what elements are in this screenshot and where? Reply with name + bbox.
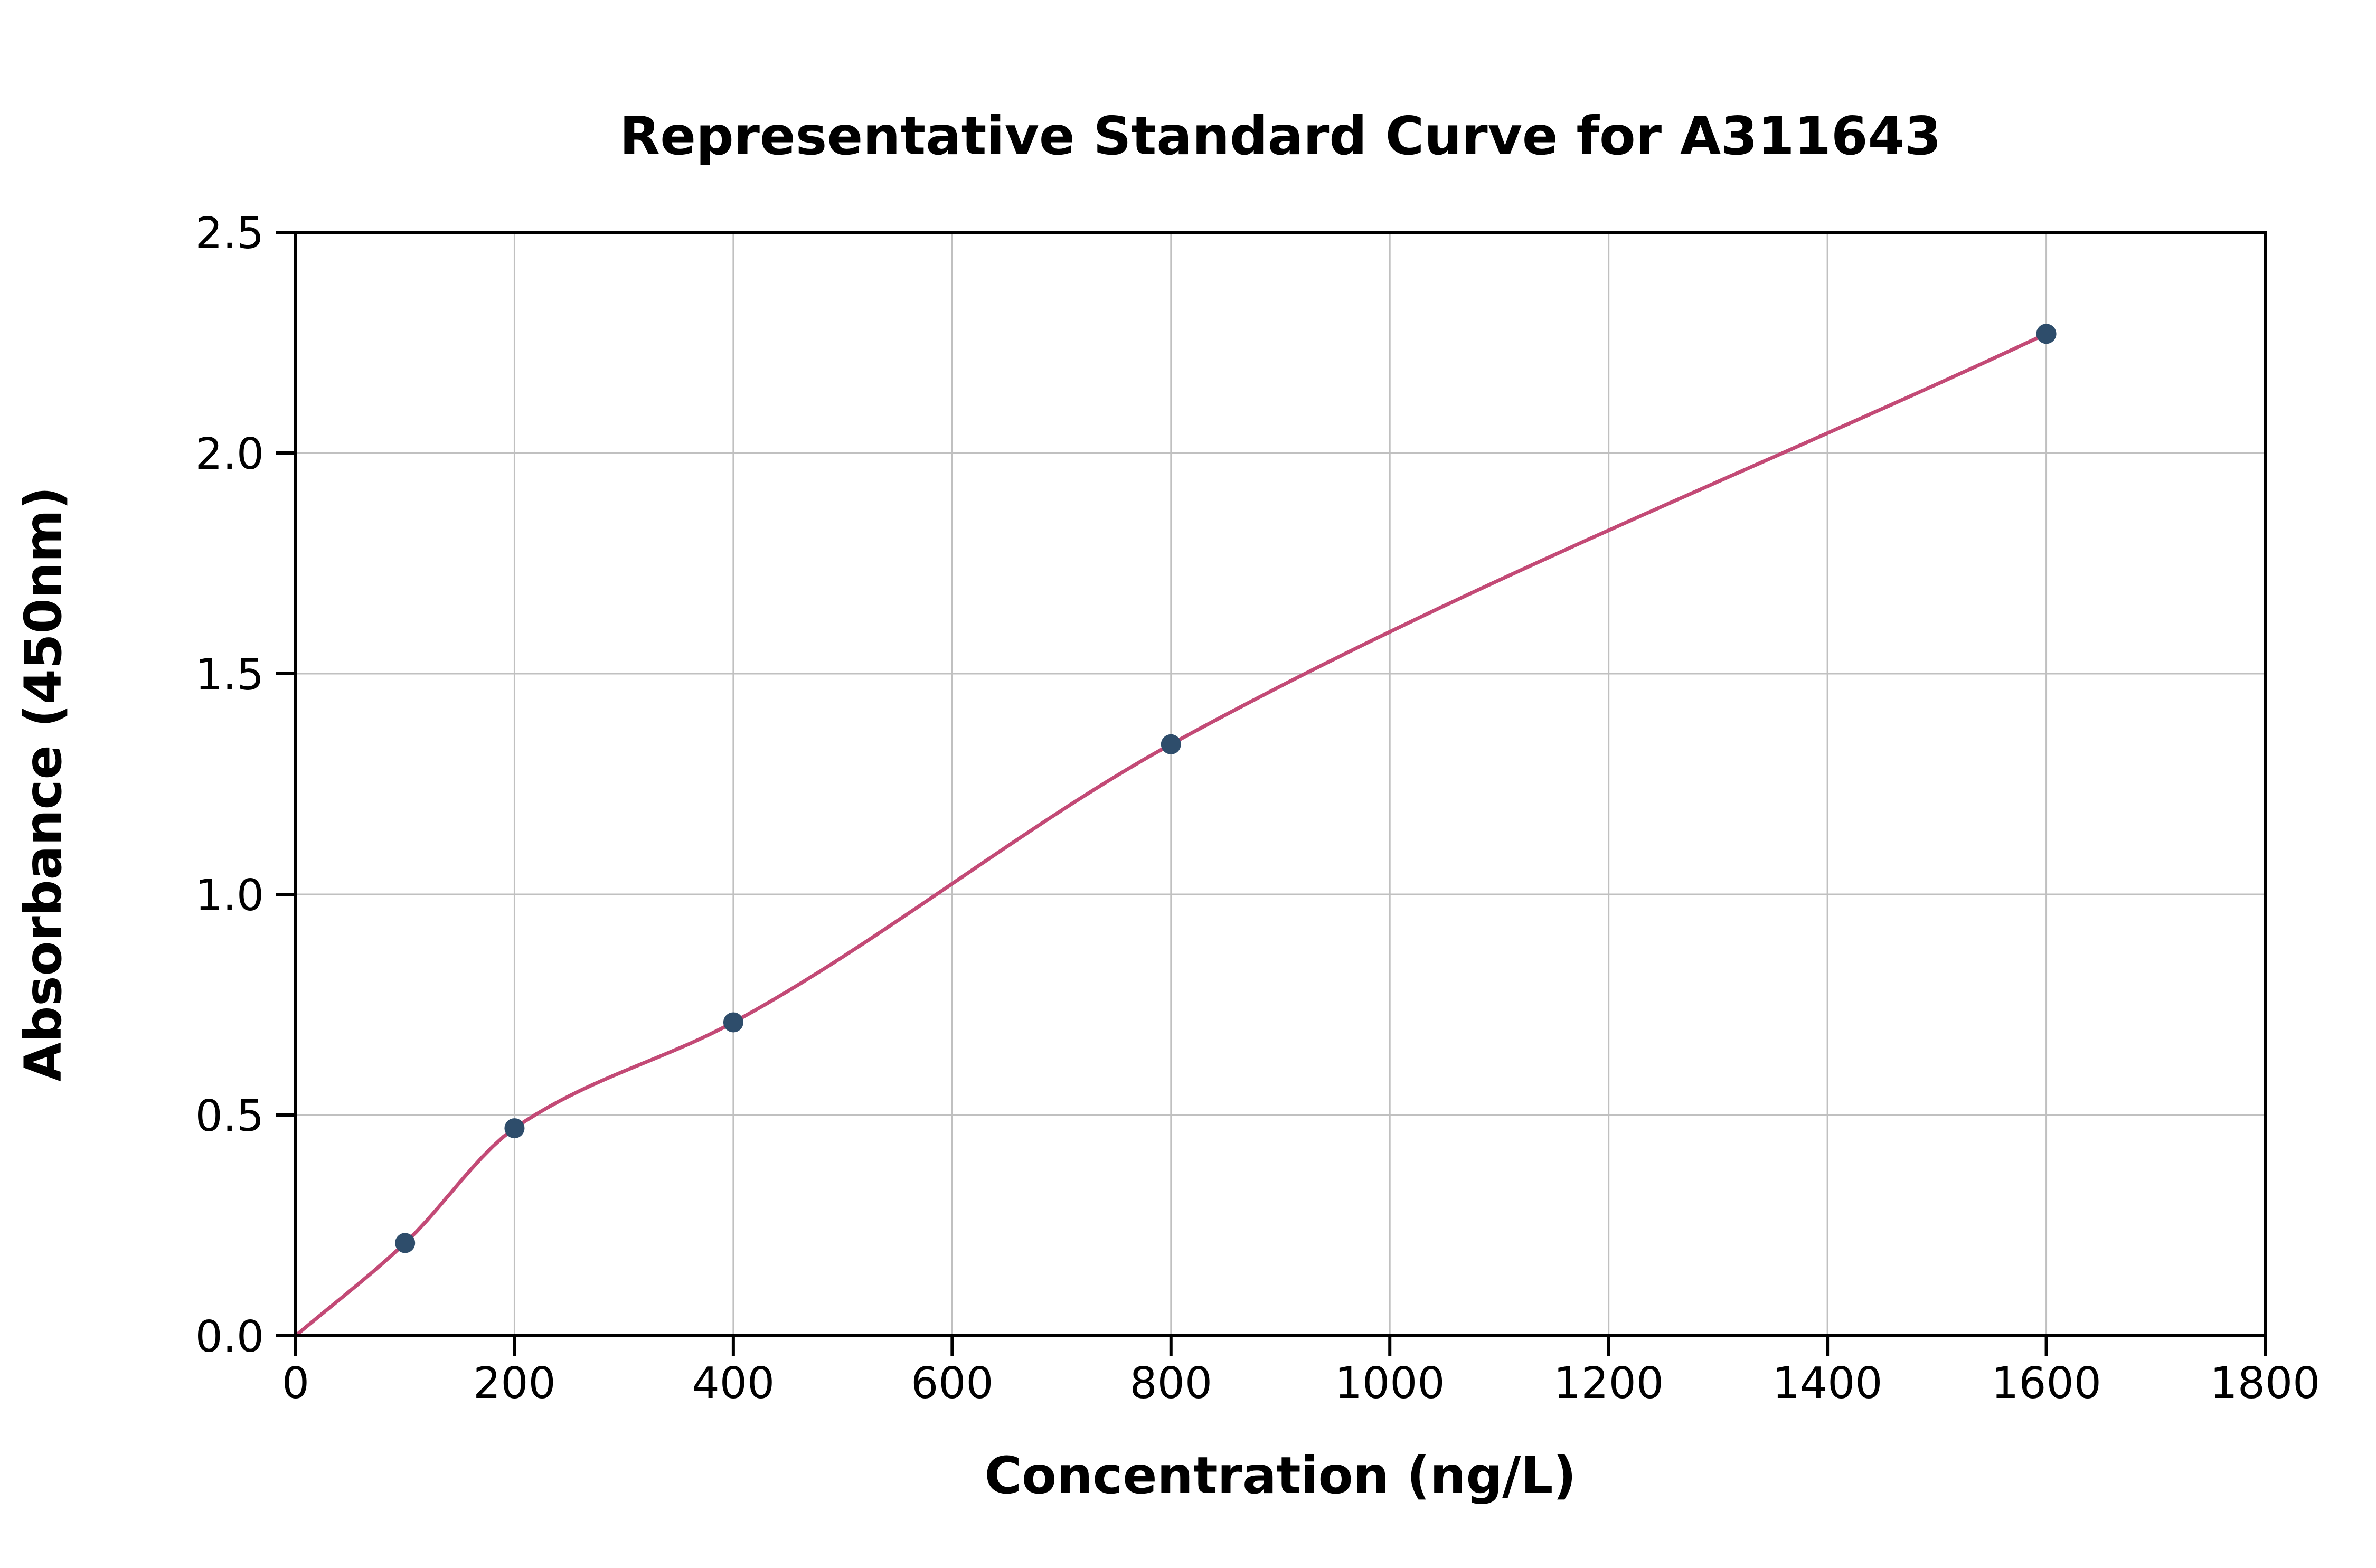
x-tick-label: 1400	[1772, 1358, 1883, 1409]
y-tick-label: 0.0	[195, 1312, 264, 1362]
x-tick-label: 600	[911, 1358, 994, 1409]
data-point	[723, 1012, 743, 1033]
data-point	[1161, 734, 1181, 754]
x-tick-label: 1200	[1553, 1358, 1664, 1409]
y-axis-label: Absorbance (450nm)	[14, 486, 73, 1081]
y-tick-label: 1.0	[195, 871, 264, 921]
x-tick-label: 1600	[1991, 1358, 2101, 1409]
data-point	[2036, 324, 2057, 344]
chart-title: Representative Standard Curve for A31164…	[619, 105, 1941, 167]
data-point	[395, 1233, 416, 1253]
x-axis-label: Concentration (ng/L)	[985, 1446, 1577, 1505]
x-tick-label: 200	[473, 1358, 556, 1409]
x-tick-label: 800	[1130, 1358, 1213, 1409]
x-tick-label: 1000	[1335, 1358, 1445, 1409]
y-tick-label: 1.5	[195, 650, 264, 700]
x-tick-label: 0	[282, 1358, 309, 1409]
y-tick-label: 2.5	[195, 209, 264, 259]
y-tick-label: 0.5	[195, 1091, 264, 1141]
plot-border	[294, 231, 2267, 1337]
y-tick-label: 2.0	[195, 429, 264, 479]
x-tick-label: 1800	[2210, 1358, 2321, 1409]
grid-lines	[295, 231, 2266, 1337]
plot-area: 0 200 400 600 800 1000 1200 1400 1600 1800 0.0 0.5 1…	[195, 209, 2321, 1409]
data-points	[395, 324, 2057, 1253]
x-tick-label: 400	[692, 1358, 775, 1409]
axis-ticks	[276, 231, 2267, 1356]
data-point	[504, 1118, 525, 1139]
